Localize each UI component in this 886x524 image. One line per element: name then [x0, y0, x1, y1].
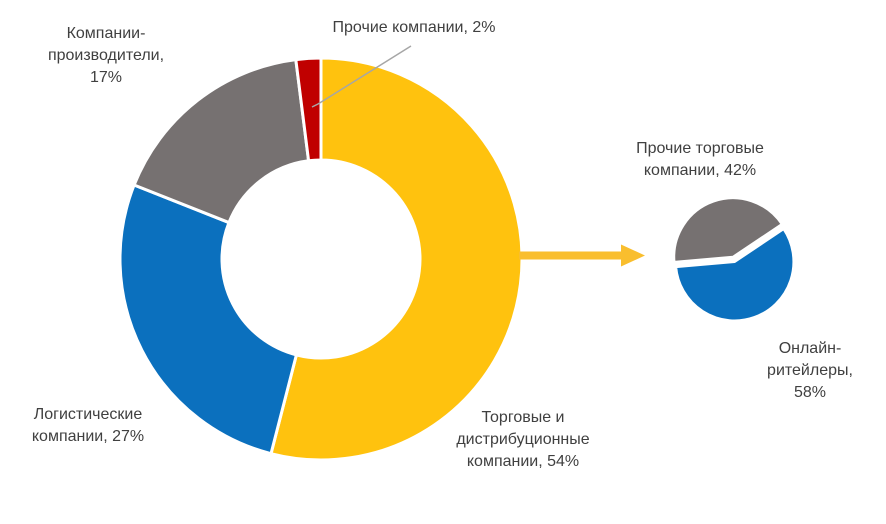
chart-slice: [672, 196, 784, 264]
chart-slice: [132, 58, 311, 225]
arrow-icon: [519, 244, 645, 267]
leader-line-other-companies: [311, 45, 412, 108]
donut-chart: [118, 56, 524, 462]
label-other-trading: Прочие торговые компании, 42%: [636, 140, 764, 179]
chart-slice: [269, 56, 524, 462]
chart-slice: [118, 183, 298, 456]
detail-pie-chart: [672, 196, 795, 322]
label-online-retailers: Онлайн- ритейлеры, 58%: [767, 340, 853, 401]
chart-slice: [294, 56, 323, 163]
label-producers: Компании- производители, 17%: [47, 25, 165, 86]
chart-slice: [674, 227, 795, 322]
label-logistics: Логистические компании, 27%: [31, 406, 145, 445]
label-trading: Торговые и дистрибуционные компании, 54%: [456, 409, 590, 470]
label-other-companies: Прочие компании, 2%: [332, 19, 496, 36]
